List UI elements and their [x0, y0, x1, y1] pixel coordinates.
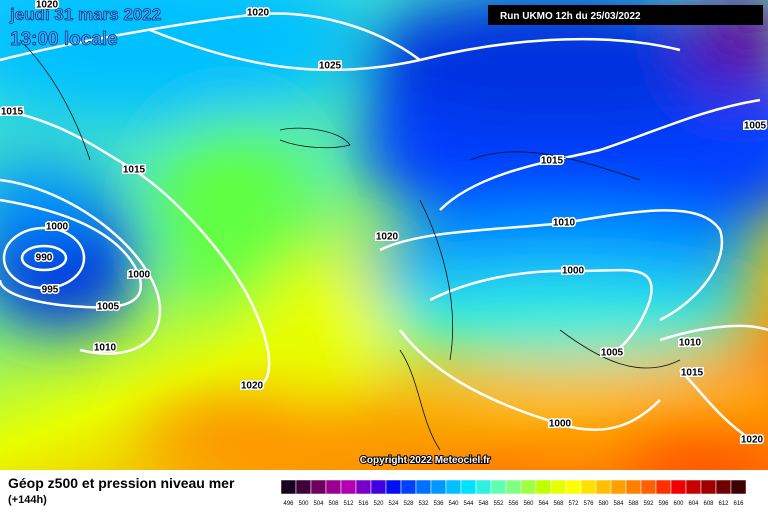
isobar-label: 1020	[247, 8, 270, 19]
colorbar-label: 576	[583, 501, 594, 507]
colorbar-label: 564	[538, 501, 549, 507]
isobar-label: 1015	[1, 107, 24, 118]
isobar-label: 1005	[601, 348, 624, 359]
lead-time: (+144h)	[8, 494, 47, 506]
isobar-label: 1020	[741, 435, 764, 446]
run-box	[488, 5, 763, 25]
colorbar-label: 532	[418, 501, 429, 507]
colorbar-cell	[700, 479, 717, 495]
colorbar-label: 508	[328, 501, 339, 507]
colorbar-cell	[550, 479, 567, 495]
colorbar-label: 600	[673, 501, 684, 507]
colorbar-cell	[430, 479, 447, 495]
colorbar-label: 568	[553, 501, 564, 507]
isobar-label: 1015	[681, 368, 704, 379]
isobars	[0, 12, 768, 442]
colorbar-label: 560	[523, 501, 534, 507]
colorbar-cell	[385, 479, 402, 495]
isobar-label: 1010	[679, 338, 702, 349]
isobar-label: 1015	[123, 165, 146, 176]
isobar-labels: 1020 1025 1015 1015 1000 990 995 1000 10…	[0, 0, 768, 447]
date: jeudi 31 mars 2022	[9, 5, 161, 24]
colorbar-cell	[565, 479, 582, 495]
colorbar-label: 496	[283, 501, 294, 507]
isobar-label: 1020	[36, 0, 59, 11]
colorbar-label: 588	[628, 501, 639, 507]
isobar-label: 995	[42, 285, 59, 296]
isobar-label: 1020	[376, 232, 399, 243]
colorbar-cell	[625, 479, 642, 495]
colorbar-cell	[670, 479, 687, 495]
colorbar-cell	[370, 479, 387, 495]
isobar-label: 1000	[46, 222, 69, 233]
colorbar-label: 524	[388, 501, 399, 507]
isobar-label: 1010	[553, 218, 576, 229]
coastlines	[19, 39, 681, 451]
colorbar-cell	[415, 479, 432, 495]
isobar-label: 1015	[541, 156, 564, 167]
isobar-label: 1010	[94, 343, 117, 354]
colorbar: 496 500 504 508 512 516 520 524 528 532 536 540 544 5…	[280, 479, 747, 507]
colorbar-label: 608	[703, 501, 714, 507]
colorbar-cell	[325, 479, 342, 495]
colorbar-cell	[595, 479, 612, 495]
colorbar-cell	[520, 479, 537, 495]
colorbar-cell	[280, 479, 297, 495]
isobar-label: 1005	[744, 121, 767, 132]
colorbar-cell	[535, 479, 552, 495]
colorbar-label: 612	[718, 501, 729, 507]
colorbar-label: 552	[493, 501, 504, 507]
colorbar-cell	[715, 479, 732, 495]
run: Run UKMO 12h du 25/03/2022	[500, 11, 641, 22]
legend-title: Géop z500 et pression niveau mer	[8, 475, 235, 491]
colorbar-cell	[475, 479, 492, 495]
colorbar-label: 536	[433, 501, 444, 507]
colorbar-label: 544	[463, 501, 474, 507]
isobar-label: 1020	[241, 381, 264, 392]
colorbar-cell	[730, 479, 747, 495]
colorbar-label: 500	[298, 501, 309, 507]
colorbar-cell	[490, 479, 507, 495]
colorbar-label: 584	[613, 501, 624, 507]
isobar-label: 1005	[97, 302, 120, 313]
colorbar-cell	[640, 479, 657, 495]
colorbar-cell	[355, 479, 372, 495]
isobar-label: 1025	[319, 61, 342, 72]
colorbar-label: 548	[478, 501, 489, 507]
colorbar-cell	[685, 479, 702, 495]
isobar-label: 990	[36, 253, 53, 264]
colorbar-cell	[400, 479, 417, 495]
colorbar-label: 604	[688, 501, 699, 507]
colorbar-cell	[445, 479, 462, 495]
colorbar-label: 528	[403, 501, 414, 507]
colorbar-label: 596	[658, 501, 669, 507]
colorbar-cell	[310, 479, 327, 495]
colorbar-cell	[655, 479, 672, 495]
colorbar-label: 572	[568, 501, 579, 507]
colorbar-label: 540	[448, 501, 459, 507]
colorbar-label: 580	[598, 501, 609, 507]
colorbar-label: 504	[313, 501, 324, 507]
isobar-label: 1000	[128, 270, 151, 281]
colorbar-cell	[505, 479, 522, 495]
colorbar-cell	[295, 479, 312, 495]
isobar-label: 1000	[549, 419, 572, 430]
isobar-label: 1000	[562, 266, 585, 277]
copyright: Copyright 2022 Meteociel.fr	[360, 455, 491, 466]
colorbar-label: 592	[643, 501, 654, 507]
colorbar-label: 520	[373, 501, 384, 507]
colorbar-cell	[610, 479, 627, 495]
colorbar-cell	[580, 479, 597, 495]
time: 13:00 locale	[10, 29, 118, 50]
colorbar-label: 616	[733, 501, 744, 507]
colorbar-label: 516	[358, 501, 369, 507]
colorbar-label: 556	[508, 501, 519, 507]
colorbar-cell	[340, 479, 357, 495]
colorbar-label: 512	[343, 501, 354, 507]
colorbar-cell	[460, 479, 477, 495]
